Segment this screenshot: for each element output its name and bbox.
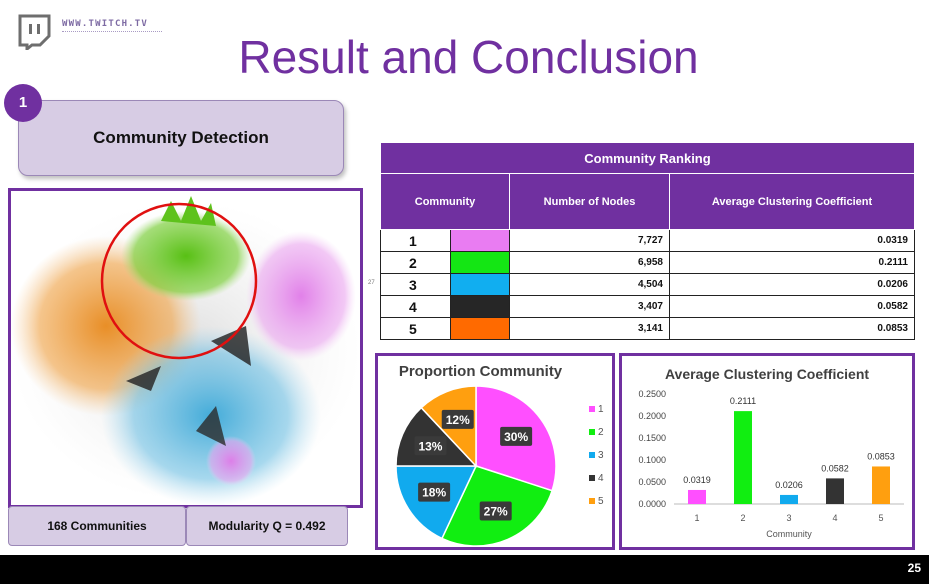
logo-url: WWW.TWITCH.TV bbox=[62, 19, 149, 29]
node-count-cell: 4,504 bbox=[509, 273, 670, 296]
x-tick-label: 5 bbox=[878, 513, 883, 523]
pie-slice-label: 13% bbox=[418, 439, 442, 453]
small-note: 27 bbox=[368, 280, 375, 286]
pie-label-bg bbox=[500, 426, 533, 446]
bar-chart-title: Average Clustering Coefficient bbox=[664, 366, 870, 382]
legend-label-4: 4 bbox=[598, 473, 604, 484]
clustering-coefficient-cell: 0.2111 bbox=[669, 251, 915, 274]
section-label-box: Community Detection bbox=[18, 100, 344, 176]
bar-value-label: 0.0582 bbox=[821, 463, 849, 473]
x-tick-label: 1 bbox=[694, 513, 699, 523]
modularity-box: Modularity Q = 0.492 bbox=[186, 506, 348, 546]
legend-label-2: 2 bbox=[598, 427, 604, 438]
y-tick-label: 0.2500 bbox=[638, 389, 666, 399]
node-count-cell: 3,407 bbox=[509, 295, 670, 318]
legend-label-1: 1 bbox=[598, 404, 604, 415]
footer-bar: 25 bbox=[0, 555, 929, 584]
community-id-cell: 5 bbox=[380, 317, 451, 340]
community-id-cell: 2 bbox=[380, 251, 451, 274]
bar-1 bbox=[688, 489, 706, 504]
node-count-cell: 3,141 bbox=[509, 317, 670, 340]
bar-chart: 0.0000 0.0500 0.1000 0.1500 0.2000 0.2500 0.03… bbox=[638, 389, 904, 539]
section-label: Community Detection bbox=[93, 128, 269, 147]
table-row: 5 3,141 0.0853 bbox=[380, 317, 915, 340]
table-title: Community Ranking bbox=[380, 142, 915, 174]
x-axis-label: Community bbox=[766, 529, 812, 539]
legend-swatch-2 bbox=[589, 429, 595, 435]
pie-slice-label: 18% bbox=[422, 486, 446, 500]
community-color-swatch bbox=[450, 295, 510, 318]
network-graph-drawing bbox=[11, 196, 360, 505]
bar-3 bbox=[780, 494, 798, 504]
slide-title: Result and Conclusion bbox=[238, 31, 699, 83]
y-tick-label: 0.2000 bbox=[638, 411, 666, 421]
table-row: 1 7,727 0.0319 bbox=[380, 229, 915, 252]
y-tick-label: 0.0500 bbox=[638, 477, 666, 487]
column-header-community: Community bbox=[380, 173, 510, 230]
x-tick-label: 4 bbox=[832, 513, 837, 523]
community-id-cell: 4 bbox=[380, 295, 451, 318]
legend-swatch-3 bbox=[589, 452, 595, 458]
network-graph-image bbox=[8, 188, 363, 508]
bar-value-label: 0.0319 bbox=[683, 475, 711, 485]
pie-slice-label: 12% bbox=[446, 413, 470, 427]
clustering-coefficient-cell: 0.0582 bbox=[669, 295, 915, 318]
legend-swatch-1 bbox=[589, 406, 595, 412]
y-tick-label: 0.1000 bbox=[638, 455, 666, 465]
clustering-coefficient-cell: 0.0206 bbox=[669, 273, 915, 296]
y-tick-label: 0.1500 bbox=[638, 433, 666, 443]
legend-label-3: 3 bbox=[598, 450, 604, 461]
pie-chart: 30% 27% 18% 13% 12% 1 2 3 4 5 bbox=[395, 385, 604, 547]
column-header-coefficient: Average Clustering Coefficient bbox=[669, 173, 915, 230]
community-id-cell: 1 bbox=[380, 229, 451, 252]
community-color-swatch bbox=[450, 251, 510, 274]
clustering-bar-panel: Average Clustering Coefficient 0.0000 0.0… bbox=[619, 353, 915, 550]
bar-value-label: 0.0206 bbox=[775, 480, 803, 490]
table-row: 2 6,958 0.2111 bbox=[380, 251, 915, 274]
bar-value-label: 0.2111 bbox=[730, 396, 756, 406]
y-tick-label: 0.0000 bbox=[638, 499, 666, 509]
x-tick-label: 2 bbox=[740, 513, 745, 523]
community-id-cell: 3 bbox=[380, 273, 451, 296]
node-count-cell: 6,958 bbox=[509, 251, 670, 274]
legend-label-5: 5 bbox=[598, 496, 604, 507]
proportion-pie-panel: Proportion Community 30% 27% 18% 13% 12% 1 2 3 4… bbox=[375, 353, 615, 550]
legend-swatch-4 bbox=[589, 475, 595, 481]
pie-slice-label: 30% bbox=[504, 430, 528, 444]
bar-value-label: 0.0853 bbox=[867, 451, 895, 461]
logo-divider bbox=[62, 31, 162, 32]
legend-swatch-5 bbox=[589, 498, 595, 504]
pie-chart-title: Proportion Community bbox=[398, 363, 563, 380]
table-row: 4 3,407 0.0582 bbox=[380, 295, 915, 318]
bar-2 bbox=[734, 411, 752, 504]
page-number: 25 bbox=[907, 561, 921, 575]
clustering-coefficient-cell: 0.0319 bbox=[669, 229, 915, 252]
clustering-coefficient-cell: 0.0853 bbox=[669, 317, 915, 340]
twitch-logo-icon bbox=[18, 14, 51, 50]
x-tick-label: 3 bbox=[786, 513, 791, 523]
communities-count-box: 168 Communities bbox=[8, 506, 186, 546]
pie-label-bg bbox=[479, 501, 512, 521]
column-header-nodes: Number of Nodes bbox=[509, 173, 670, 230]
bar-5 bbox=[872, 466, 890, 504]
community-color-swatch bbox=[450, 317, 510, 340]
pie-slice-3 bbox=[395, 465, 478, 540]
pie-label-bg bbox=[414, 436, 447, 456]
community-color-swatch bbox=[450, 273, 510, 296]
pie-label-bg bbox=[418, 482, 451, 502]
community-color-swatch bbox=[450, 229, 510, 252]
pie-label-bg bbox=[441, 409, 474, 429]
section-number-badge: 1 bbox=[4, 84, 42, 122]
pie-slice-label: 27% bbox=[484, 505, 508, 519]
table-row: 3 4,504 0.0206 bbox=[380, 273, 915, 296]
bar-4 bbox=[826, 478, 844, 504]
node-count-cell: 7,727 bbox=[509, 229, 670, 252]
community-ranking-table: Community Ranking Community Number of No… bbox=[380, 142, 915, 340]
